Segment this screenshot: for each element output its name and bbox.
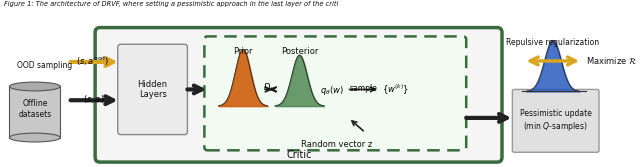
FancyBboxPatch shape — [10, 87, 60, 138]
Text: Posterior: Posterior — [281, 47, 318, 56]
Text: $(s, a)$: $(s, a)$ — [83, 93, 105, 105]
Text: $D_{KL}$: $D_{KL}$ — [262, 81, 278, 94]
Ellipse shape — [10, 133, 60, 142]
FancyBboxPatch shape — [95, 28, 502, 162]
Text: sample: sample — [349, 84, 378, 93]
Text: $q_\theta(w)$: $q_\theta(w)$ — [319, 84, 344, 97]
FancyBboxPatch shape — [118, 44, 188, 135]
Text: Critic: Critic — [287, 150, 312, 160]
Text: $\{w^{(k)}\}$: $\{w^{(k)}\}$ — [382, 82, 410, 97]
Text: Maximize $\mathcal{R}$: Maximize $\mathcal{R}$ — [586, 55, 637, 66]
Ellipse shape — [10, 82, 60, 91]
Text: OOD sampling: OOD sampling — [17, 61, 72, 70]
FancyBboxPatch shape — [204, 36, 466, 150]
Text: Pessimistic update
(min $Q$-samples): Pessimistic update (min $Q$-samples) — [520, 109, 591, 133]
FancyBboxPatch shape — [513, 90, 599, 152]
Text: Random vector z: Random vector z — [301, 140, 372, 149]
Text: Hidden
Layers: Hidden Layers — [138, 80, 168, 99]
Text: Figure 1: The architecture of DRVF, where setting a pessimistic approach in the : Figure 1: The architecture of DRVF, wher… — [4, 1, 338, 7]
Text: Offline
datasets: Offline datasets — [18, 99, 51, 119]
Text: Repulsive regularization: Repulsive regularization — [506, 38, 600, 47]
Text: $(s, a^{\rm ood})$: $(s, a^{\rm ood})$ — [76, 55, 109, 68]
Text: Prior: Prior — [233, 47, 253, 56]
